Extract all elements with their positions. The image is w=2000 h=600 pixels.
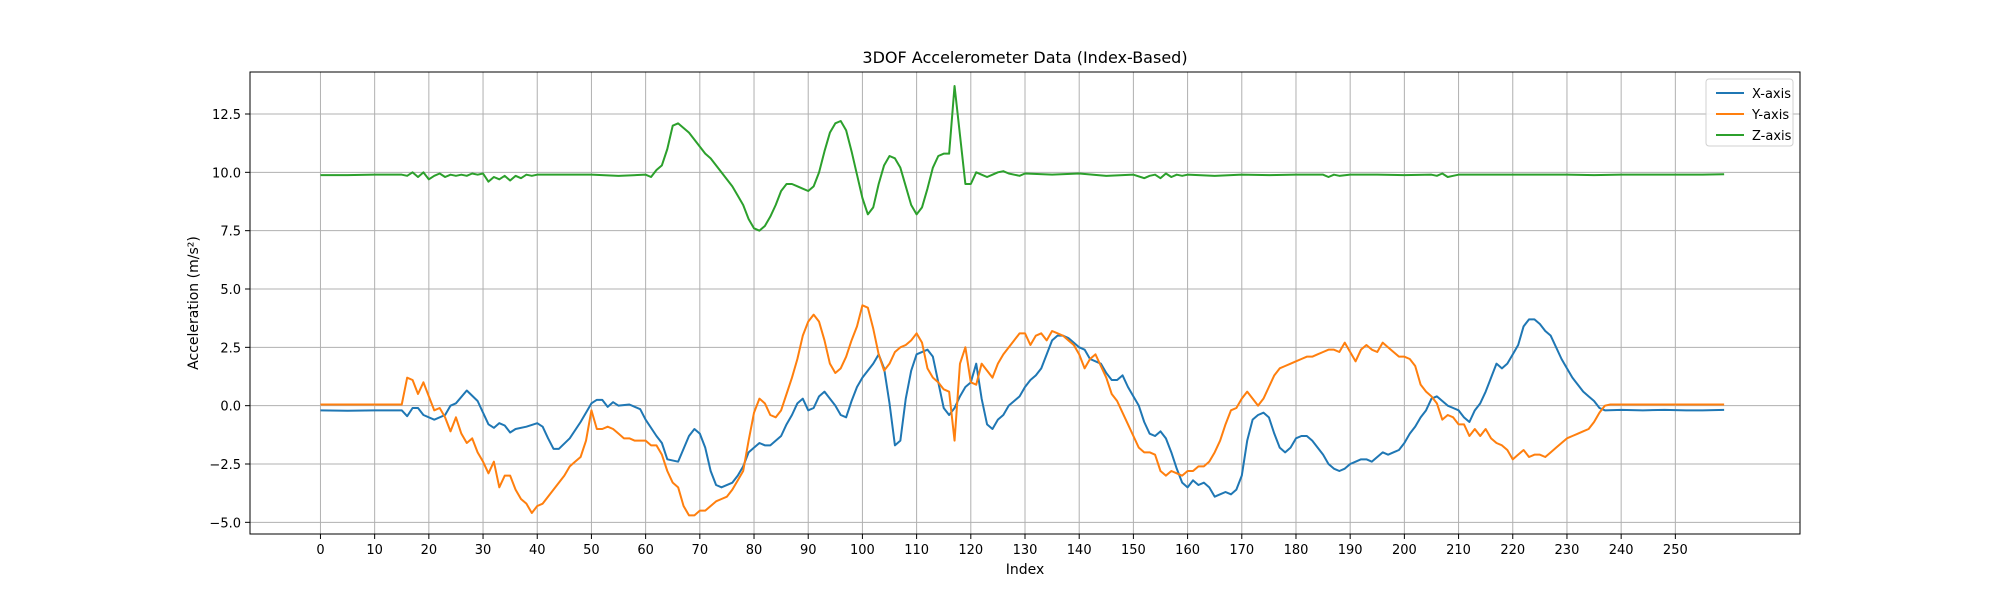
x-tick-label: 220: [1500, 543, 1525, 558]
x-axis-label: Index: [1006, 562, 1045, 578]
y-tick-label: 7.5: [220, 225, 241, 240]
legend-label-z-axis: Z-axis: [1752, 129, 1792, 144]
x-tick-label: 110: [904, 543, 929, 558]
x-tick-label: 170: [1229, 543, 1254, 558]
x-tick-label: 90: [800, 543, 817, 558]
y-gridlines: [250, 113, 1800, 523]
x-tick-label: 250: [1663, 543, 1688, 558]
y-tick-label: 2.5: [220, 341, 241, 356]
chart-title: 3DOF Accelerometer Data (Index-Based): [862, 48, 1187, 67]
x-tick-label: 10: [366, 543, 383, 558]
y-axis-ticks: −5.0 −2.5 0.0 2.5 5.0 7.5 10.0 12.5: [209, 108, 250, 531]
y-tick-label: 12.5: [212, 108, 241, 123]
y-tick-label: −2.5: [209, 458, 241, 473]
x-tick-label: 40: [529, 543, 546, 558]
x-axis-ticks: 0 10 20 30 40 50 60 70 80 90 100 110 120 130 140 150 160…: [316, 534, 1688, 558]
x-tick-label: 130: [1013, 543, 1038, 558]
legend-label-y-axis: Y-axis: [1751, 108, 1789, 123]
y-tick-label: 10.0: [212, 166, 241, 181]
x-tick-label: 80: [746, 543, 763, 558]
x-tick-label: 30: [475, 543, 492, 558]
series-line-z-axis: [320, 85, 1725, 232]
x-tick-label: 200: [1392, 543, 1417, 558]
series-layer: [320, 85, 1725, 517]
x-tick-label: 150: [1121, 543, 1146, 558]
x-tick-label: 100: [850, 543, 875, 558]
x-tick-label: 230: [1555, 543, 1580, 558]
x-tick-label: 50: [583, 543, 600, 558]
series-line-y-axis: [320, 304, 1725, 517]
x-tick-label: 190: [1338, 543, 1363, 558]
y-tick-label: 0.0: [220, 400, 241, 415]
y-axis-label: Acceleration (m/s²): [186, 236, 202, 370]
x-tick-label: 240: [1609, 543, 1634, 558]
x-tick-label: 180: [1284, 543, 1309, 558]
x-tick-label: 210: [1446, 543, 1471, 558]
x-tick-label: 60: [637, 543, 654, 558]
x-tick-label: 20: [421, 543, 438, 558]
x-tick-label: 70: [692, 543, 709, 558]
x-tick-label: 140: [1067, 543, 1092, 558]
legend-label-x-axis: X-axis: [1752, 87, 1791, 102]
x-tick-label: 0: [316, 543, 324, 558]
legend: X-axis Y-axis Z-axis: [1705, 78, 1794, 147]
x-tick-label: 160: [1175, 543, 1200, 558]
y-tick-label: −5.0: [209, 516, 241, 531]
y-tick-label: 5.0: [220, 283, 241, 298]
x-gridlines: [319, 72, 1676, 534]
x-tick-label: 120: [958, 543, 983, 558]
legend-box: [1705, 78, 1794, 147]
